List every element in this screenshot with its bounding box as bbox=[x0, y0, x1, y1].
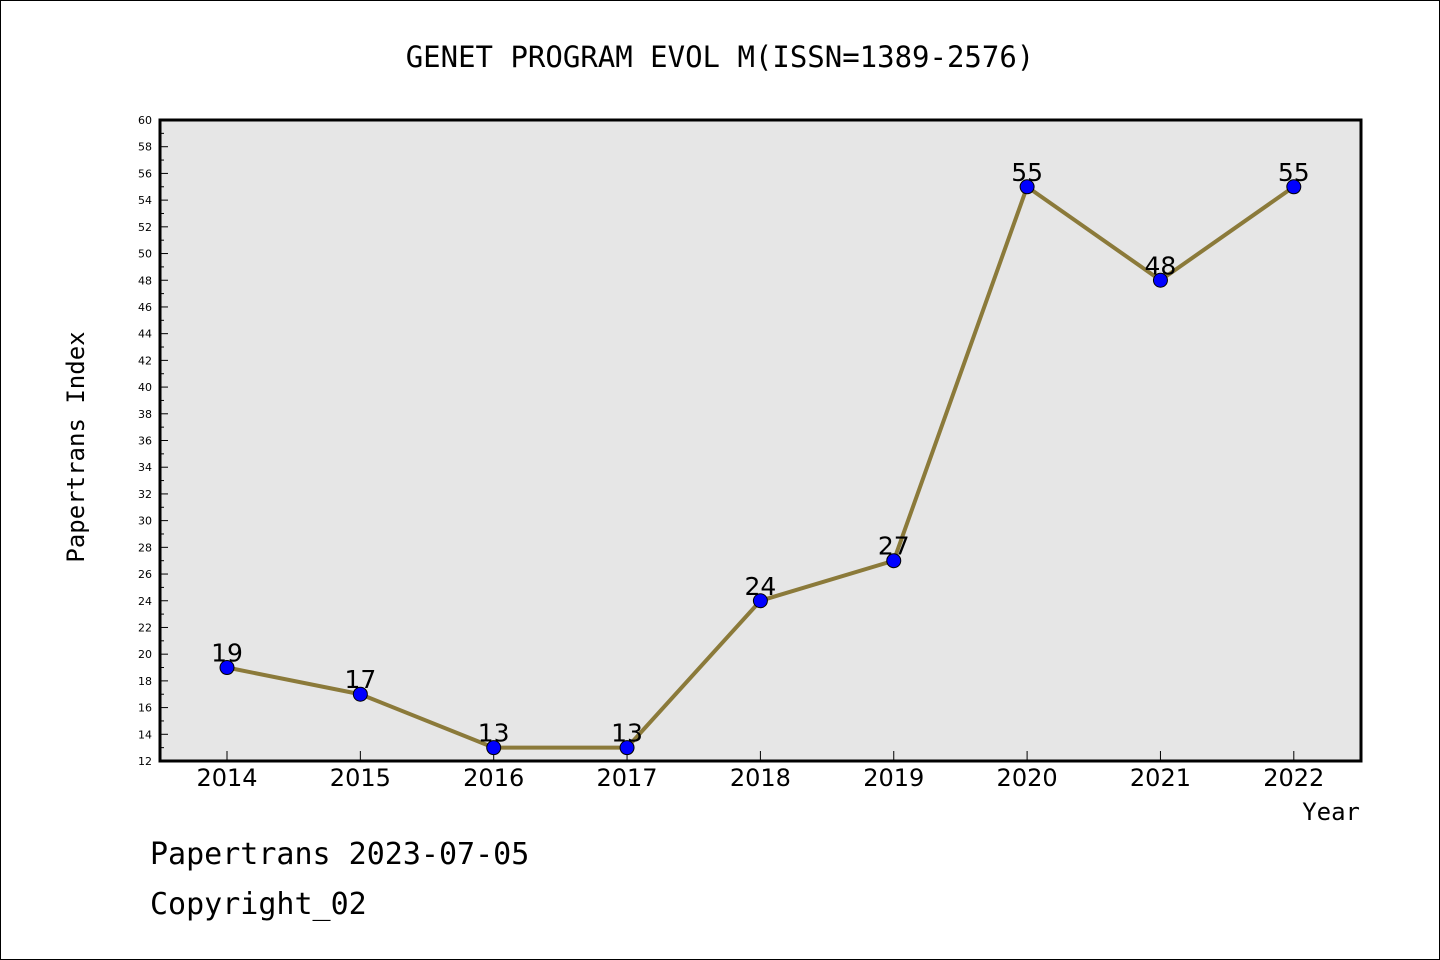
y-tick-label: 44 bbox=[138, 328, 152, 341]
x-axis-label: Year bbox=[1302, 798, 1360, 826]
x-tick-label: 2015 bbox=[330, 764, 391, 792]
data-label: 13 bbox=[611, 719, 643, 748]
data-label: 27 bbox=[878, 532, 910, 561]
data-point bbox=[219, 660, 235, 676]
y-tick-label: 26 bbox=[138, 568, 152, 581]
data-point bbox=[886, 553, 902, 569]
data-point bbox=[752, 593, 768, 609]
data-label: 19 bbox=[211, 639, 243, 668]
data-label: 17 bbox=[344, 665, 376, 694]
data-points bbox=[219, 179, 1302, 756]
data-label: 55 bbox=[1278, 158, 1310, 187]
footer-date: Papertrans 2023-07-05 bbox=[150, 837, 529, 872]
y-tick-label: 54 bbox=[138, 194, 152, 207]
data-label: 48 bbox=[1145, 251, 1177, 280]
y-tick-label: 48 bbox=[138, 274, 152, 287]
y-tick-label: 12 bbox=[138, 755, 152, 768]
y-tick-label: 30 bbox=[138, 515, 152, 528]
y-tick-label: 16 bbox=[138, 702, 152, 715]
plot-area bbox=[158, 118, 1363, 763]
x-tick-label: 2021 bbox=[1130, 764, 1191, 792]
y-tick-label: 46 bbox=[138, 301, 152, 314]
data-point bbox=[1286, 179, 1302, 195]
y-tick-label: 18 bbox=[138, 675, 152, 688]
y-tick-label: 40 bbox=[138, 381, 152, 394]
y-tick-label: 58 bbox=[138, 141, 152, 154]
y-tick-label: 32 bbox=[138, 488, 152, 501]
y-tick-label: 52 bbox=[138, 221, 152, 234]
x-tick-label: 2014 bbox=[196, 764, 257, 792]
y-tick-label: 14 bbox=[138, 728, 152, 741]
y-tick-label: 28 bbox=[138, 541, 152, 554]
y-tick-label: 56 bbox=[138, 167, 152, 180]
data-point bbox=[486, 740, 502, 756]
y-tick-label: 60 bbox=[138, 114, 152, 127]
data-label: 24 bbox=[744, 572, 776, 601]
y-tick-label: 22 bbox=[138, 621, 152, 634]
y-tick-label: 34 bbox=[138, 461, 152, 474]
x-tick-label: 2017 bbox=[597, 764, 658, 792]
y-tick-label: 24 bbox=[138, 595, 152, 608]
footer-copyright: Copyright_02 bbox=[150, 887, 367, 922]
data-point bbox=[1152, 272, 1168, 288]
y-tick-label: 50 bbox=[138, 248, 152, 261]
data-labels: 19 17 13 13 24 27 55 48 55 bbox=[211, 158, 1310, 748]
y-tick-label: 20 bbox=[138, 648, 152, 661]
y-tick-label: 42 bbox=[138, 354, 152, 367]
y-tick-label: 38 bbox=[138, 408, 152, 421]
x-tick-label: 2016 bbox=[463, 764, 524, 792]
data-point bbox=[1019, 179, 1035, 195]
x-tick-label: 2019 bbox=[863, 764, 924, 792]
chart-title: GENET PROGRAM EVOL M(ISSN=1389-2576) bbox=[406, 40, 1035, 74]
data-label: 55 bbox=[1011, 158, 1043, 187]
x-tick-label: 2022 bbox=[1263, 764, 1324, 792]
y-axis-ticks: 12 14 16 18 20 22 24 26 28 30 32 34 36 38 40 42 44 46 48 50… bbox=[138, 114, 168, 768]
x-tick-label: 2020 bbox=[997, 764, 1058, 792]
data-point bbox=[352, 686, 368, 702]
y-tick-label: 36 bbox=[138, 435, 152, 448]
data-point bbox=[619, 740, 635, 756]
data-label: 13 bbox=[478, 719, 510, 748]
x-tick-label: 2018 bbox=[730, 764, 791, 792]
x-axis-ticks: 2014 2015 2016 2017 2018 2019 2020 2021 2022 bbox=[196, 751, 1324, 792]
y-axis-label: Papertrans Index bbox=[62, 331, 90, 562]
